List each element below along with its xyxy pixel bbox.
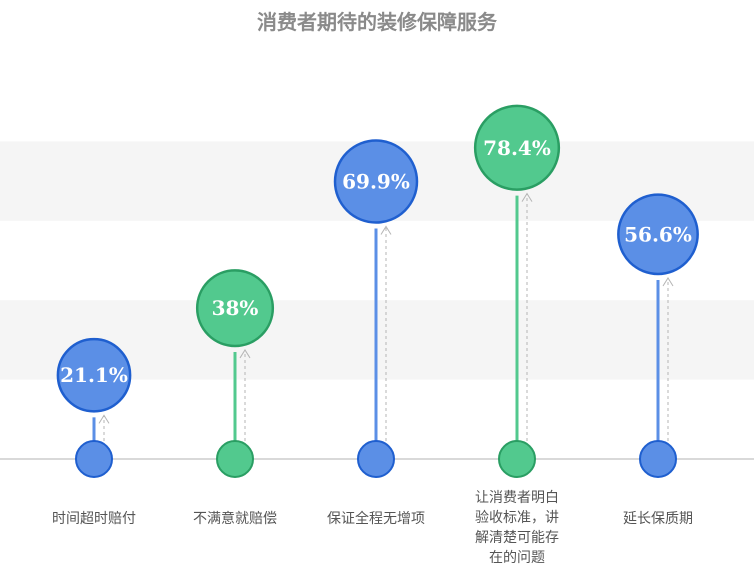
category-label-2: 不满意就赔偿 (193, 511, 277, 527)
trend-arrow-head-5 (662, 277, 674, 287)
value-label-5: 56.6% (624, 222, 692, 246)
trend-arrow-head-1 (98, 414, 110, 424)
value-label-3: 69.9% (342, 169, 410, 193)
value-label-2: 38% (212, 296, 259, 320)
trend-arrow-head-3 (380, 225, 392, 235)
value-bubble-3 (333, 139, 419, 224)
base-dot-1 (75, 440, 113, 478)
category-label-5: 延长保质期 (623, 511, 693, 527)
base-dot-3 (357, 440, 395, 478)
category-label-1: 时间超时赔付 (52, 511, 136, 527)
base-dot-4 (498, 440, 536, 478)
value-bubble-5 (617, 193, 699, 276)
value-bubble-4 (473, 104, 561, 191)
value-label-4: 78.4% (483, 136, 551, 160)
category-label-3: 保证全程无增项 (327, 511, 425, 527)
trend-arrow-head-4 (521, 192, 533, 202)
value-bubble-1 (56, 337, 132, 413)
base-dot-5 (639, 440, 677, 478)
chart-title: 消费者期待的装修保障服务 (257, 10, 497, 34)
value-bubble-2 (195, 269, 275, 348)
base-dot-2 (216, 440, 254, 478)
value-label-1: 21.1% (60, 363, 128, 387)
trend-arrow-head-2 (239, 348, 251, 359)
category-label-4: 让消费者明白 验收标准，讲 解清楚可能存 在的问题 (475, 490, 559, 566)
